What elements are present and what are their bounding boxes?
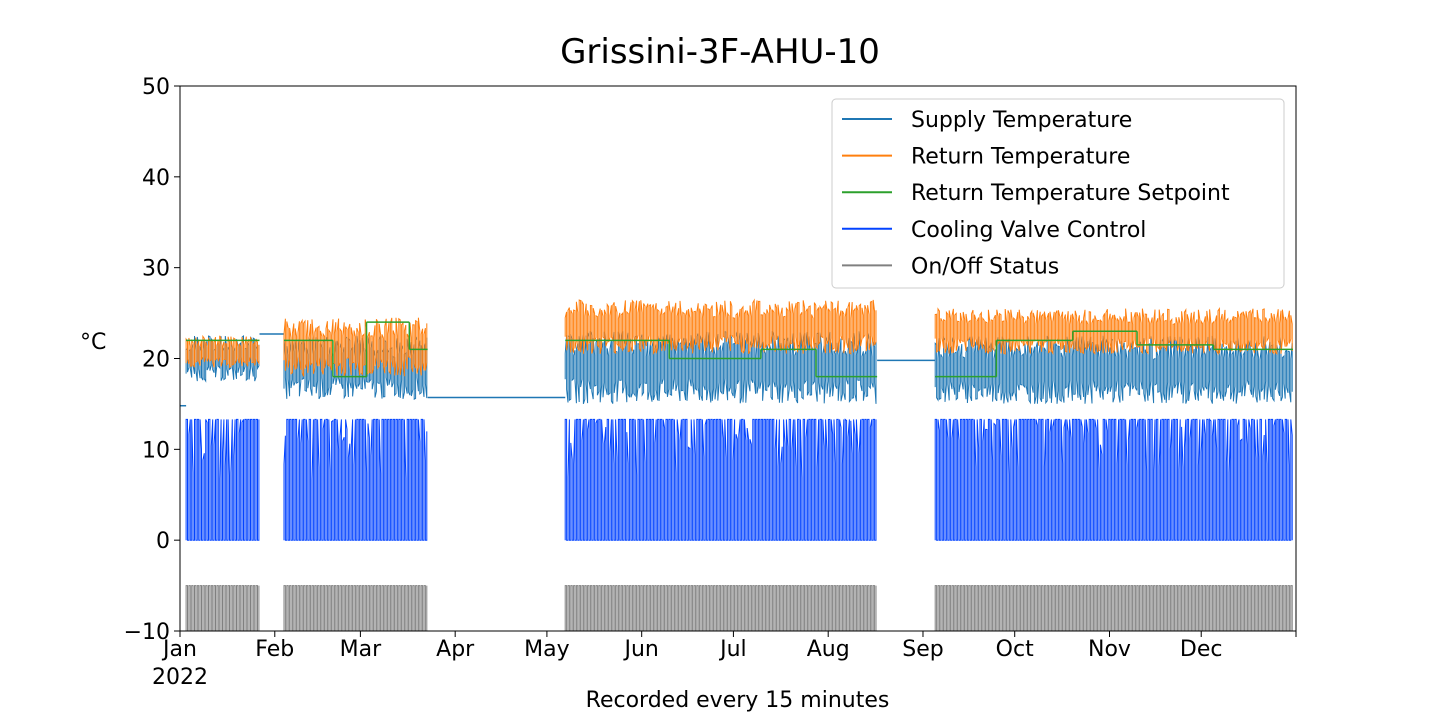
y-tick-label: 50 (142, 75, 170, 100)
series-band (934, 418, 1293, 541)
x-tick-label: Dec (1180, 637, 1223, 662)
legend-box (831, 98, 1285, 289)
y-tick-label: 10 (142, 438, 170, 463)
y-tick-label: 0 (156, 529, 170, 554)
series-band (564, 418, 877, 541)
series-band (283, 317, 428, 377)
series-on-off-status (185, 585, 1293, 632)
series-cooling-valve-control (185, 418, 1293, 541)
series-band (934, 335, 1293, 405)
y-tick-label: 40 (142, 166, 170, 191)
series-band (185, 334, 260, 369)
x-tick-sublabel: 2022 (152, 665, 208, 690)
x-tick-label: Apr (436, 637, 475, 662)
x-tick-label: Jan (161, 637, 197, 662)
x-axis-label: Recorded every 15 minutes (585, 688, 890, 713)
series-band (185, 418, 260, 541)
series-layer (180, 298, 1293, 632)
legend-entry: On/Off Status (911, 254, 1059, 279)
series-band (564, 331, 877, 405)
legend: Supply Temperature Return Temperature Retu… (831, 98, 1285, 289)
chart-title: Grissini-3F-AHU-10 (560, 32, 880, 72)
series-return-temperature (185, 298, 1293, 377)
y-tick-label: 30 (142, 257, 170, 282)
legend-entry: Cooling Valve Control (911, 218, 1146, 243)
y-tick-label: −10 (124, 620, 170, 645)
y-axis-label: °C (80, 330, 107, 355)
legend-entry: Return Temperature (911, 145, 1130, 170)
x-tick-label: Nov (1088, 637, 1131, 662)
x-tick-label: Mar (340, 637, 382, 662)
x-tick-label: Jun (623, 637, 659, 662)
series-band (934, 307, 1293, 356)
x-tick-label: May (524, 637, 569, 662)
x-tick-label: Oct (996, 637, 1034, 662)
x-tick-label: Sep (902, 637, 943, 662)
series-return-temperature-setpoint (186, 321, 1293, 378)
y-tick-label: 20 (142, 348, 170, 373)
series-band (185, 585, 260, 632)
x-tick-label: Aug (807, 637, 850, 662)
series-band (934, 585, 1293, 632)
series-band (283, 418, 428, 541)
legend-entry: Supply Temperature (911, 108, 1132, 133)
legend-entry: Return Temperature Setpoint (911, 181, 1230, 206)
x-tick-label: Feb (255, 637, 294, 662)
series-band (283, 585, 428, 632)
x-tick-label: Jul (718, 637, 747, 662)
series-band (564, 298, 877, 355)
series-band (564, 585, 877, 632)
